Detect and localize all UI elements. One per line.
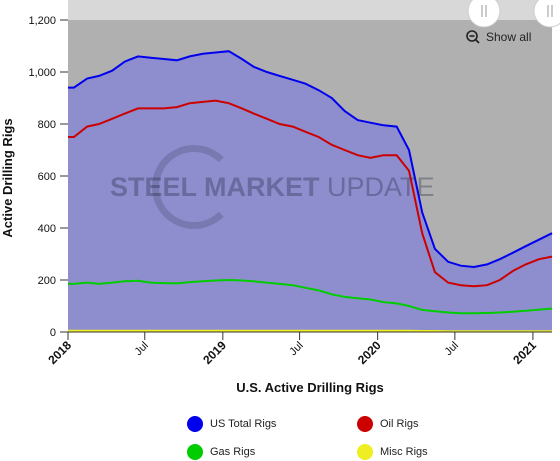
x-axis-ticks: 2018 Jul 2019 Jul 2020 Jul 2021: [45, 332, 539, 367]
legend-label-gas: Gas Rigs: [210, 446, 256, 458]
y-tick-label: 1,200: [28, 15, 56, 27]
x-tick-label: 2018: [45, 338, 74, 367]
x-tick-label: 2021: [510, 338, 539, 367]
legend-item-oil[interactable]: Oil Rigs: [357, 416, 419, 432]
legend-dot-us-total: [187, 416, 203, 432]
y-tick-label: 800: [38, 119, 56, 131]
watermark-logo: STEEL MARKET UPDATE: [110, 172, 435, 202]
zoom-out-icon: [466, 30, 480, 44]
x-axis-title: U.S. Active Drilling Rigs: [236, 380, 384, 395]
chart-legend: US Total Rigs Oil Rigs Gas Rigs Misc Rig…: [0, 410, 560, 460]
chart-lines: [68, 50, 553, 333]
legend-item-us-total[interactable]: US Total Rigs: [187, 416, 276, 432]
x-tick-label: Jul: [443, 340, 461, 358]
show-all-label: Show all: [486, 30, 532, 44]
y-tick-label: 400: [38, 223, 56, 235]
y-tick-label: 1,000: [28, 67, 56, 79]
y-axis-title: Active Drilling Rigs: [0, 118, 15, 237]
y-tick-label: 0: [50, 327, 56, 339]
legend-dot-oil: [357, 416, 373, 432]
y-tick-label: 200: [38, 275, 56, 287]
legend-item-gas[interactable]: Gas Rigs: [187, 444, 255, 460]
watermark-logo-icon: [152, 145, 236, 229]
y-tick-label: 600: [38, 171, 56, 183]
show-all-button[interactable]: Show all: [466, 30, 531, 44]
x-tick-label: Jul: [287, 340, 305, 358]
x-tick-label: 2019: [200, 338, 229, 367]
y-axis-ticks: 0 200 400 600 800 1,000 1,200: [28, 15, 68, 339]
x-tick-label: 2020: [355, 338, 384, 367]
series-line-us-total: [68, 50, 553, 269]
x-tick-label: Jul: [132, 340, 150, 358]
series-line-gas: [68, 278, 553, 315]
series-line-oil: [68, 99, 553, 288]
legend-dot-gas: [187, 444, 203, 460]
legend-item-misc[interactable]: Misc Rigs: [357, 444, 428, 460]
legend-label-misc: Misc Rigs: [380, 446, 428, 458]
top-scrollbar-track[interactable]: [68, 0, 556, 20]
legend-dot-misc: [357, 444, 373, 460]
scroll-handle-left[interactable]: [467, 0, 501, 28]
series-line-misc: [68, 329, 552, 333]
legend-label-us-total: US Total Rigs: [210, 418, 277, 430]
legend-label-oil: Oil Rigs: [380, 418, 419, 430]
scroll-handle-right[interactable]: [533, 0, 560, 28]
